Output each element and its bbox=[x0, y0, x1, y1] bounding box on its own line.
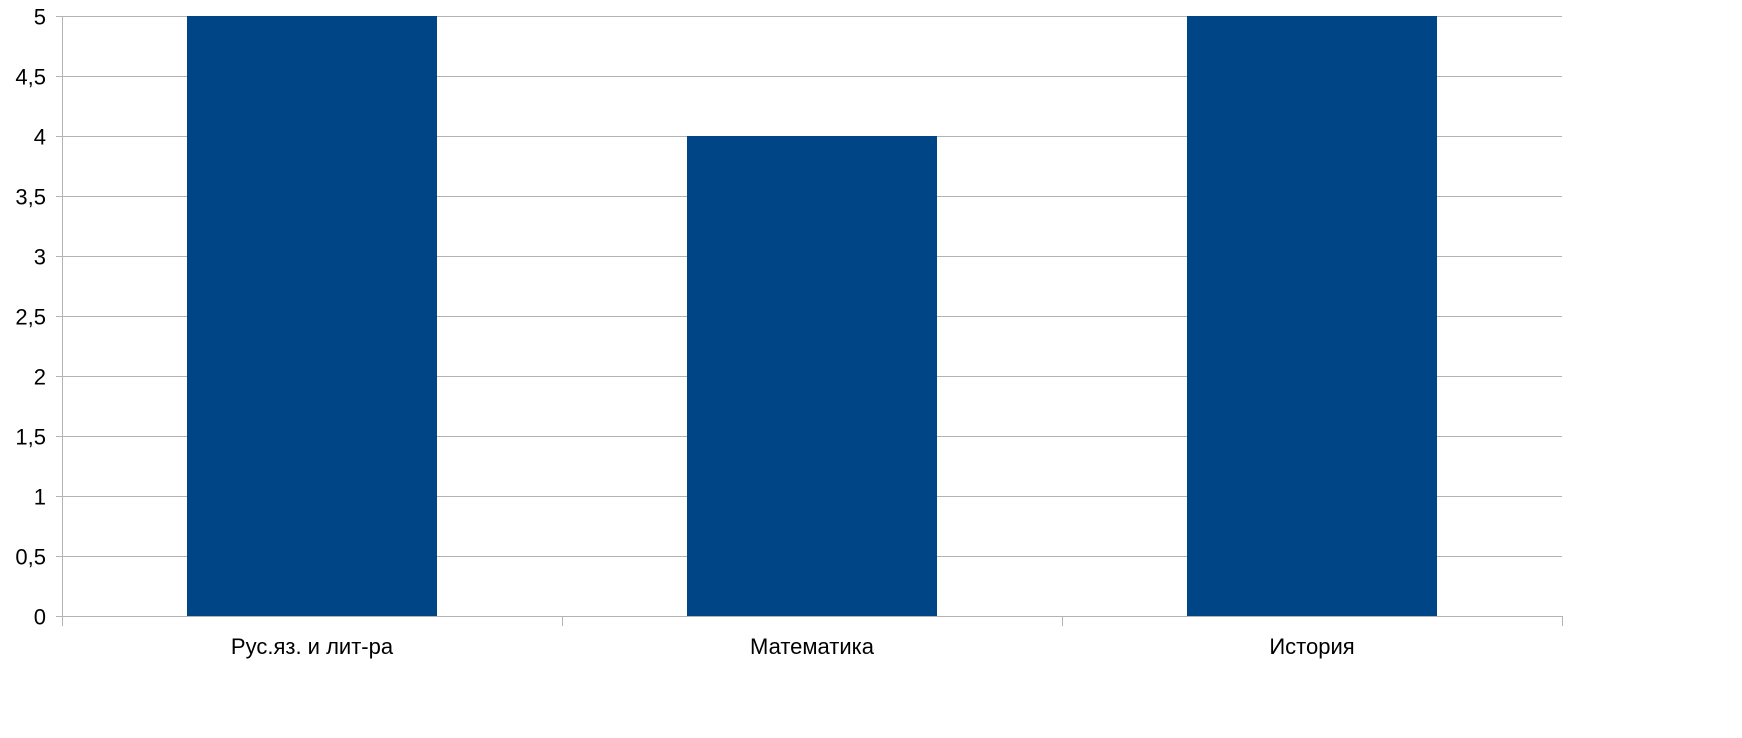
bar bbox=[1187, 16, 1437, 616]
y-tick-label: 4 bbox=[34, 125, 46, 150]
x-tick-labels: Рус.яз. и лит-ра Математика История bbox=[231, 634, 1355, 659]
x-tick-label: История bbox=[1269, 634, 1354, 659]
x-tick-label: Математика bbox=[750, 634, 875, 659]
y-tick-label: 2 bbox=[34, 365, 46, 390]
bar bbox=[187, 16, 437, 616]
y-tick-label: 4,5 bbox=[15, 65, 46, 90]
y-tick-label: 0,5 bbox=[15, 545, 46, 570]
bars bbox=[187, 16, 1437, 616]
y-tick-labels: 0 0,5 1 1,5 2 2,5 3 3,5 4 4,5 5 bbox=[15, 5, 46, 630]
x-tick-label: Рус.яз. и лит-ра bbox=[231, 634, 394, 659]
axes bbox=[62, 16, 1563, 626]
y-tick-label: 0 bbox=[34, 605, 46, 630]
y-tick-label: 2,5 bbox=[15, 305, 46, 330]
y-tick-label: 1,5 bbox=[15, 425, 46, 450]
bar bbox=[687, 136, 937, 616]
y-tick-label: 3,5 bbox=[15, 185, 46, 210]
y-tick-label: 1 bbox=[34, 485, 46, 510]
y-tick-label: 3 bbox=[34, 245, 46, 270]
y-tick-label: 5 bbox=[34, 5, 46, 30]
